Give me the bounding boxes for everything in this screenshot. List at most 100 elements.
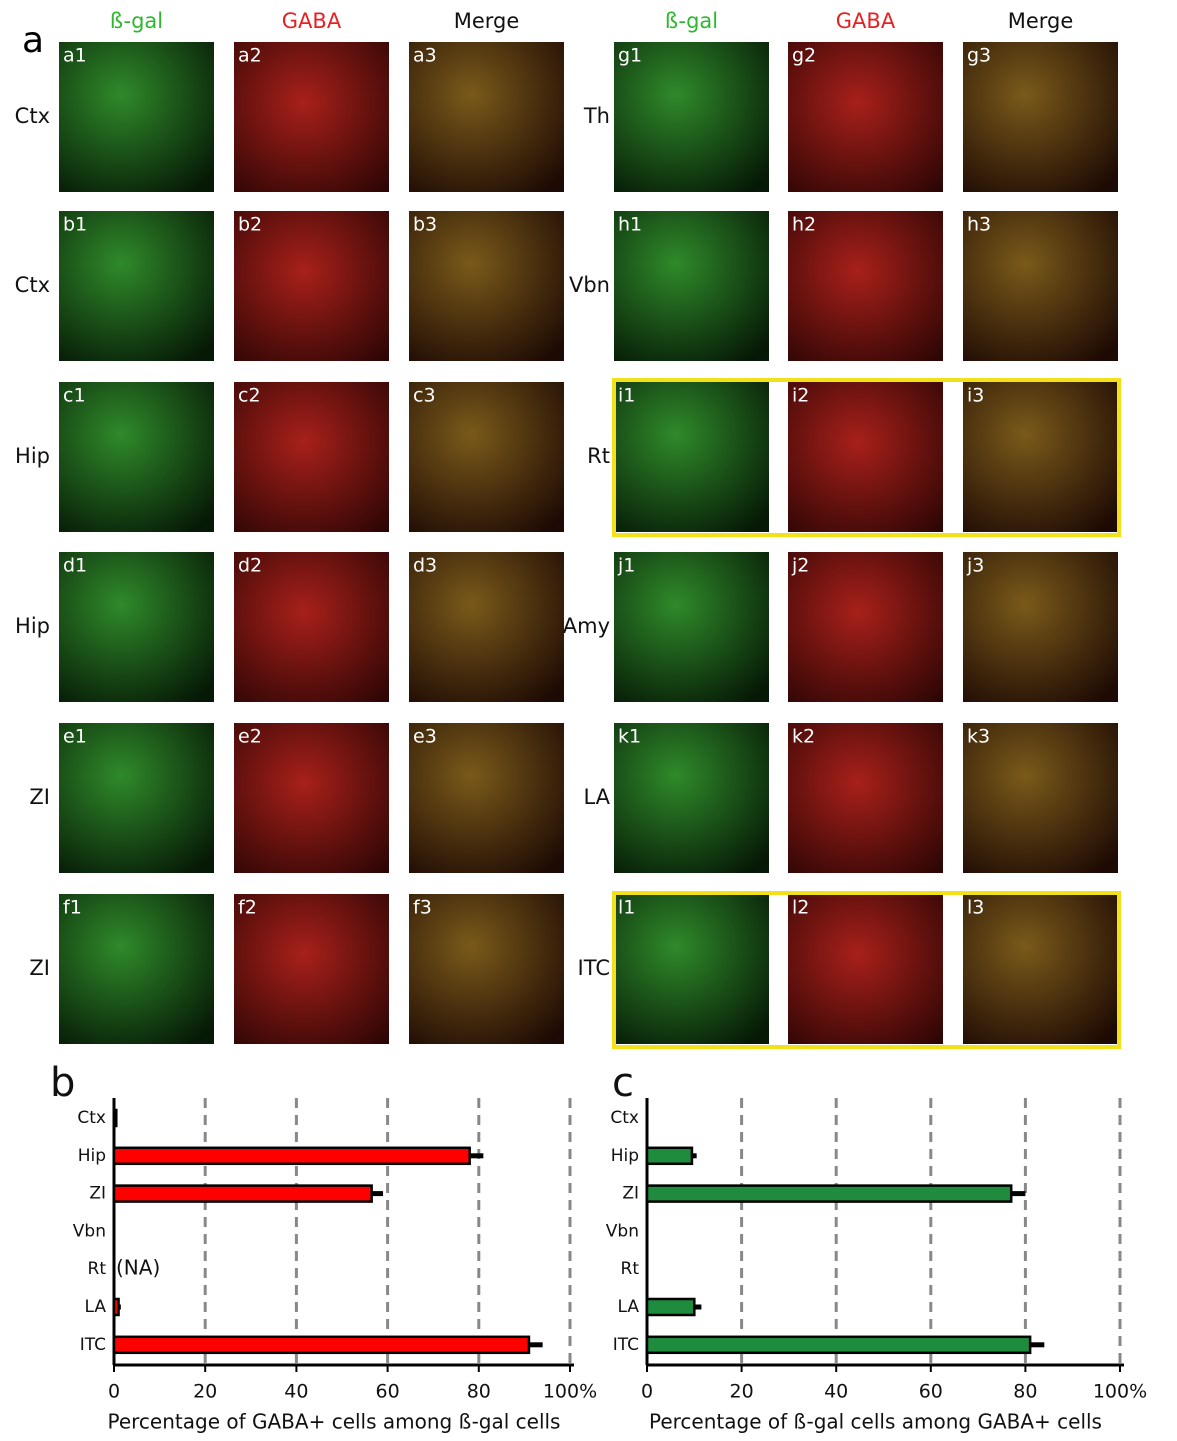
micrograph	[614, 552, 769, 702]
micrograph	[59, 382, 214, 532]
micrograph	[234, 552, 389, 702]
x-tick-label: 0	[641, 1381, 653, 1403]
panel-id: i1	[618, 385, 635, 407]
micrograph	[234, 382, 389, 532]
micrograph	[614, 42, 769, 192]
panel-id: f1	[63, 897, 82, 919]
panel-letter: c	[612, 1060, 634, 1106]
panel-id: d2	[238, 555, 262, 577]
panel-id: d1	[63, 555, 87, 577]
region-label: LA	[583, 785, 610, 809]
micrograph	[788, 894, 943, 1044]
panel-id: j3	[966, 555, 984, 577]
panel-id: g1	[618, 45, 642, 67]
micrograph	[234, 211, 389, 361]
region-label: Ctx	[15, 273, 50, 297]
y-tick-label: ITC	[613, 1335, 639, 1355]
micrograph	[963, 42, 1118, 192]
highlight-frame	[612, 891, 1121, 1049]
x-tick-label: 0	[108, 1381, 120, 1403]
y-tick-label: Ctx	[77, 1108, 106, 1128]
micrograph	[234, 723, 389, 873]
x-tick-label: 20	[193, 1381, 217, 1403]
micrograph	[963, 894, 1118, 1044]
highlight-frame	[612, 378, 1121, 537]
micrograph	[234, 42, 389, 192]
bar	[112, 1297, 120, 1317]
x-tick-label: 80	[467, 1381, 491, 1403]
y-tick-label: LA	[618, 1297, 640, 1317]
micrograph	[59, 894, 214, 1044]
panel-id: j1	[617, 555, 635, 577]
micrograph	[409, 42, 564, 192]
micrograph	[59, 552, 214, 702]
micrograph	[614, 723, 769, 873]
panel-id: e3	[413, 726, 437, 748]
panel-id: f3	[413, 897, 432, 919]
bar	[112, 1146, 471, 1166]
micrograph	[963, 552, 1118, 702]
panel-id: a2	[238, 45, 262, 67]
panel-id: l1	[618, 897, 635, 919]
bar	[112, 1335, 531, 1355]
micrograph	[788, 723, 943, 873]
panel-id: k3	[967, 726, 990, 748]
y-tick-label: Vbn	[73, 1221, 106, 1241]
panel-id: e2	[238, 726, 262, 748]
region-label: ZI	[29, 956, 50, 980]
panel-id: c1	[63, 385, 86, 407]
panel-id: j2	[791, 555, 809, 577]
region-label: Rt	[587, 444, 610, 468]
y-tick-label: Ctx	[610, 1108, 639, 1128]
panel-id: g2	[792, 45, 816, 67]
panel-id: c2	[238, 385, 261, 407]
panel-letter: b	[50, 1060, 75, 1106]
annotation: (NA)	[116, 1256, 160, 1280]
micrograph	[788, 42, 943, 192]
y-tick-label: ZI	[89, 1184, 106, 1204]
x-tick-label: 80	[1013, 1381, 1037, 1403]
micrograph	[234, 894, 389, 1044]
column-header: GABA	[836, 9, 896, 33]
x-axis-title: Percentage of GABA+ cells among ß-gal ce…	[108, 1410, 561, 1434]
column-header: ß-gal	[665, 9, 718, 33]
micrograph	[788, 211, 943, 361]
column-header: GABA	[282, 9, 342, 33]
panel-id: k1	[618, 726, 641, 748]
micrograph	[409, 211, 564, 361]
column-header: Merge	[1008, 9, 1074, 33]
panel-id: a3	[413, 45, 437, 67]
micrograph	[409, 382, 564, 532]
column-header: Merge	[454, 9, 520, 33]
panel-id: e1	[63, 726, 87, 748]
region-label: ZI	[29, 785, 50, 809]
micrograph	[409, 552, 564, 702]
micrograph	[409, 723, 564, 873]
region-label: Hip	[15, 444, 50, 468]
micrograph	[963, 211, 1118, 361]
y-tick-label: Vbn	[606, 1221, 639, 1241]
y-tick-label: Rt	[88, 1259, 107, 1279]
y-tick-label: LA	[85, 1297, 107, 1317]
panel-id: i3	[967, 385, 984, 407]
panel-letter: a	[22, 20, 44, 61]
region-label: Amy	[563, 614, 610, 638]
micrograph	[963, 382, 1118, 532]
panel-id: b3	[413, 214, 437, 236]
x-axis-title: Percentage of ß-gal cells among GABA+ ce…	[649, 1410, 1102, 1434]
x-tick-label: 40	[824, 1381, 848, 1403]
region-label: Th	[583, 104, 610, 128]
micrograph	[614, 382, 769, 532]
y-tick-label: Hip	[78, 1146, 106, 1166]
micrograph	[409, 894, 564, 1044]
region-label: Vbn	[569, 273, 610, 297]
panel-id: c3	[413, 385, 436, 407]
x-tick-label: 40	[284, 1381, 308, 1403]
panel-id: f2	[238, 897, 257, 919]
micrograph	[59, 211, 214, 361]
bar	[112, 1108, 118, 1128]
panel-id: i2	[792, 385, 809, 407]
panel-id: d3	[413, 555, 437, 577]
panel-id: a1	[63, 45, 87, 67]
